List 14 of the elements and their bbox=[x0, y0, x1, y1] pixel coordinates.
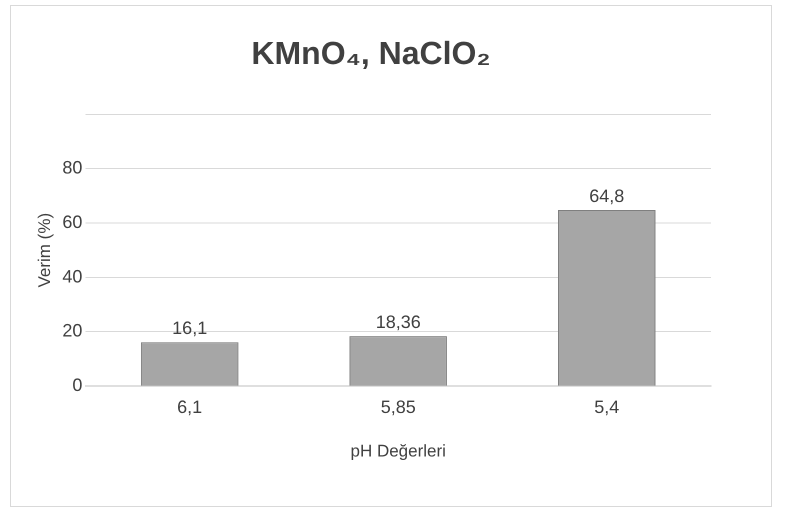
chart-title: KMnO₄, NaClO₂ bbox=[251, 35, 491, 72]
y-tick-label: 80 bbox=[62, 158, 82, 178]
x-tick-label: 5,4 bbox=[594, 396, 620, 417]
x-tick-label: 6,1 bbox=[177, 396, 202, 417]
data-label: 18,36 bbox=[376, 312, 421, 332]
x-axis-title: pH Değerleri bbox=[350, 441, 446, 460]
y-tick-label: 60 bbox=[62, 212, 82, 232]
x-tick-label: 5,85 bbox=[380, 396, 416, 417]
y-tick-label: 0 bbox=[72, 374, 82, 395]
y-tick-label: 20 bbox=[62, 320, 82, 341]
data-label: 64,8 bbox=[589, 186, 624, 206]
y-tick-label: 40 bbox=[62, 266, 82, 286]
y-axis-title: Verim (%) bbox=[34, 212, 54, 288]
data-label: 16,1 bbox=[172, 318, 208, 338]
